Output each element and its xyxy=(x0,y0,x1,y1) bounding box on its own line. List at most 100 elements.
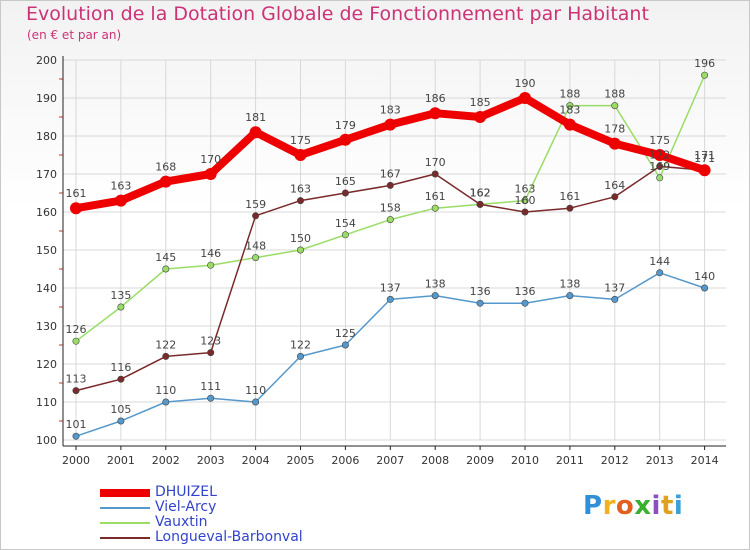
x-tick-label: 2009 xyxy=(466,454,494,467)
x-tick-label: 2003 xyxy=(197,454,225,467)
data-label-vauxtin: 188 xyxy=(559,88,580,101)
data-point-dhuizel xyxy=(294,149,307,161)
data-point-viel-arcy xyxy=(162,398,170,406)
x-tick-label: 2013 xyxy=(646,454,674,467)
y-tick-label: 200 xyxy=(36,54,57,67)
y-tick-label: 120 xyxy=(36,358,57,371)
logo-letter: P xyxy=(583,491,603,521)
data-point-vauxtin xyxy=(162,265,170,273)
data-label-viel-arcy: 110 xyxy=(245,384,266,397)
data-point-longueval-barbonval xyxy=(72,387,80,395)
data-label-viel-arcy: 137 xyxy=(604,281,625,294)
x-tick-label: 2001 xyxy=(107,454,135,467)
data-point-vauxtin xyxy=(656,174,664,182)
legend-label: Longueval-Barbonval xyxy=(155,529,303,545)
legend-label: Vauxtin xyxy=(155,514,208,530)
data-label-dhuizel: 190 xyxy=(515,77,536,90)
logo-letter: i xyxy=(651,491,661,521)
data-label-vauxtin: 126 xyxy=(66,323,87,336)
y-tick-label: 140 xyxy=(36,282,57,295)
data-point-dhuizel xyxy=(608,137,621,150)
data-point-dhuizel xyxy=(563,118,576,131)
data-label-vauxtin: 150 xyxy=(290,232,311,245)
legend-label: Viel-Arcy xyxy=(155,499,217,515)
data-point-viel-arcy xyxy=(252,398,260,406)
data-point-vauxtin xyxy=(386,216,394,224)
data-label-dhuizel: 183 xyxy=(559,104,580,117)
data-label-dhuizel: 168 xyxy=(155,161,176,174)
x-tick-label: 2000 xyxy=(62,454,90,467)
data-point-viel-arcy xyxy=(117,417,125,425)
data-point-viel-arcy xyxy=(72,432,80,440)
x-tick-label: 2005 xyxy=(287,454,315,467)
logo-letter: o xyxy=(615,491,635,521)
data-label-longueval-barbonval: 165 xyxy=(335,175,356,188)
data-label-viel-arcy: 137 xyxy=(380,281,401,294)
y-tick-label: 100 xyxy=(36,434,57,447)
x-tick-label: 2002 xyxy=(152,454,180,467)
data-point-vauxtin xyxy=(521,197,529,205)
data-point-viel-arcy xyxy=(341,341,349,349)
data-point-vauxtin xyxy=(296,246,304,254)
data-label-dhuizel: 185 xyxy=(470,96,491,109)
data-point-viel-arcy xyxy=(566,292,574,300)
data-label-longueval-barbonval: 164 xyxy=(604,179,625,192)
data-point-dhuizel xyxy=(384,118,397,131)
data-point-dhuizel xyxy=(653,149,666,161)
data-point-dhuizel xyxy=(474,111,487,123)
data-label-vauxtin: 148 xyxy=(245,240,266,253)
x-tick-label: 2014 xyxy=(691,454,719,467)
data-label-viel-arcy: 136 xyxy=(515,285,536,298)
data-point-vauxtin xyxy=(207,261,215,269)
y-tick-label: 180 xyxy=(36,130,57,143)
data-label-longueval-barbonval: 163 xyxy=(290,183,311,196)
data-point-longueval-barbonval xyxy=(656,162,664,170)
data-label-dhuizel: 179 xyxy=(335,119,356,132)
data-point-dhuizel xyxy=(519,92,531,104)
data-point-longueval-barbonval xyxy=(296,197,304,205)
data-label-viel-arcy: 125 xyxy=(335,327,356,340)
data-label-longueval-barbonval: 116 xyxy=(110,361,131,374)
chart-subtitle: (en € et par an) xyxy=(27,28,122,42)
data-point-viel-arcy xyxy=(521,299,529,307)
logo-letter: i xyxy=(673,491,684,521)
data-label-dhuizel: 175 xyxy=(649,134,670,147)
data-point-vauxtin xyxy=(566,102,574,110)
data-label-longueval-barbonval: 161 xyxy=(559,190,580,203)
x-tick-label: 2012 xyxy=(601,454,629,467)
x-tick-label: 2008 xyxy=(421,454,449,467)
data-point-longueval-barbonval xyxy=(611,193,619,201)
data-label-vauxtin: 162 xyxy=(470,186,491,199)
data-label-dhuizel: 170 xyxy=(200,153,221,166)
data-point-longueval-barbonval xyxy=(162,352,170,360)
data-point-vauxtin xyxy=(252,254,260,262)
data-label-longueval-barbonval: 123 xyxy=(200,335,221,348)
data-label-viel-arcy: 111 xyxy=(200,380,221,393)
data-point-longueval-barbonval xyxy=(566,204,574,212)
proxiti-logo: Proxiti xyxy=(583,491,683,521)
data-point-viel-arcy xyxy=(656,269,664,277)
data-label-viel-arcy: 136 xyxy=(470,285,491,298)
y-tick-label: 130 xyxy=(36,320,57,333)
data-point-vauxtin xyxy=(117,303,125,311)
data-label-dhuizel: 171 xyxy=(694,149,715,162)
data-point-longueval-barbonval xyxy=(341,189,349,197)
data-point-dhuizel xyxy=(429,107,442,120)
data-point-vauxtin xyxy=(611,102,619,110)
data-label-vauxtin: 188 xyxy=(604,88,625,101)
data-point-dhuizel xyxy=(114,194,127,207)
data-label-dhuizel: 186 xyxy=(425,92,446,105)
x-tick-label: 2004 xyxy=(242,454,270,467)
data-label-longueval-barbonval: 122 xyxy=(155,338,176,351)
data-point-dhuizel xyxy=(698,164,711,177)
chart-title: Evolution de la Dotation Globale de Fonc… xyxy=(26,3,649,25)
data-label-viel-arcy: 122 xyxy=(290,338,311,351)
data-label-viel-arcy: 110 xyxy=(155,384,176,397)
data-point-vauxtin xyxy=(701,71,709,79)
data-label-vauxtin: 158 xyxy=(380,202,401,215)
data-label-viel-arcy: 138 xyxy=(425,278,446,291)
logo-letter: t xyxy=(660,491,674,521)
x-tick-label: 2006 xyxy=(331,454,359,467)
